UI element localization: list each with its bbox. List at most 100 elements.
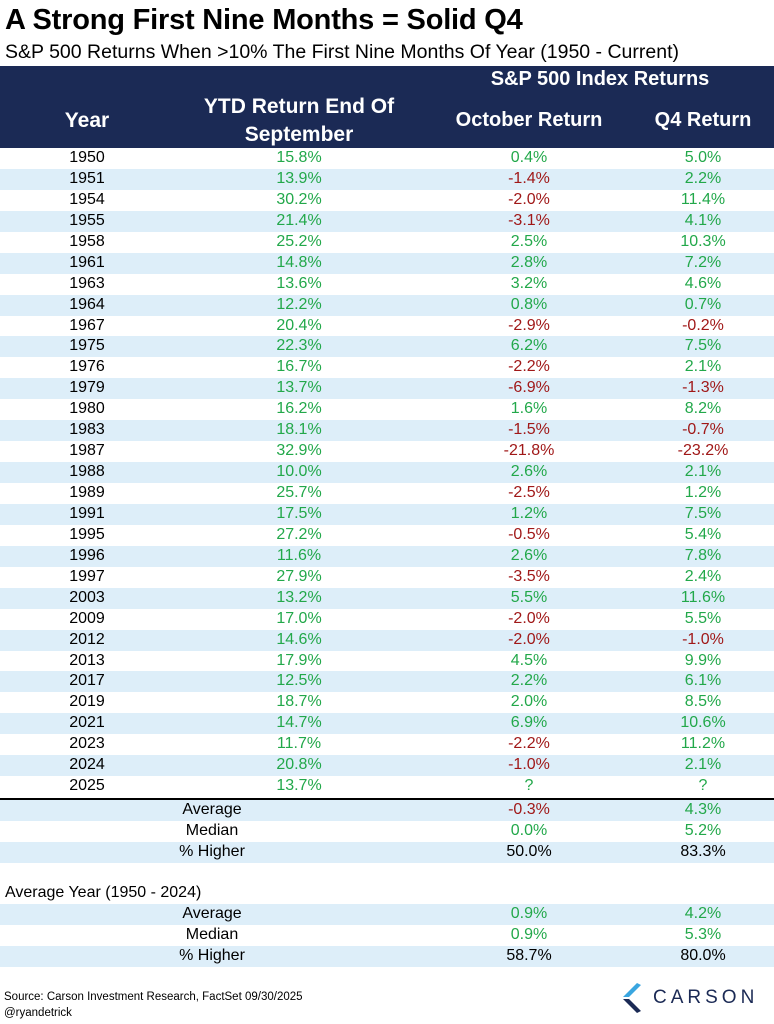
- year-cell: 1979: [69, 379, 105, 397]
- ytd-cell: 13.7%: [276, 777, 322, 795]
- q4-cell: 7.5%: [684, 337, 722, 355]
- q4-cell: 7.8%: [684, 546, 722, 564]
- october-cell: 2.6%: [510, 463, 548, 481]
- table-row: 1955 21.4% -3.1% 4.1%: [0, 210, 774, 232]
- october-cell: -1.4%: [508, 169, 550, 187]
- q4-cell: 7.2%: [684, 253, 722, 271]
- table-row: 2012 14.6% -2.0% -1.0%: [0, 629, 774, 651]
- q4-cell: 9.9%: [684, 651, 722, 669]
- q4-cell: 2.2%: [684, 169, 722, 187]
- table-row: 2023 11.7% -2.2% 11.2%: [0, 734, 774, 755]
- table-row: 1975 22.3% 6.2% 7.5%: [0, 336, 774, 358]
- q4-cell: 0.7%: [684, 295, 722, 313]
- summary-row: Average 0.9% 4.2%: [0, 904, 774, 925]
- summary-q4: 80.0%: [680, 946, 726, 964]
- ytd-cell: 32.9%: [276, 442, 322, 460]
- year-cell: 1980: [69, 400, 105, 418]
- ytd-cell: 18.7%: [276, 693, 322, 711]
- summary-october: 0.0%: [510, 821, 548, 839]
- ytd-cell: 16.7%: [276, 358, 322, 376]
- table-row: 1988 10.0% 2.6% 2.1%: [0, 462, 774, 483]
- q4-cell: 11.2%: [680, 735, 726, 753]
- october-cell: 6.9%: [510, 714, 548, 732]
- october-cell: 2.2%: [510, 672, 548, 690]
- summary-row: Average -0.3% 4.3%: [0, 800, 774, 821]
- chart-subtitle: S&P 500 Returns When >10% The First Nine…: [5, 41, 679, 63]
- table-row: 1995 27.2% -0.5% 5.4%: [0, 525, 774, 546]
- q4-cell: 2.4%: [684, 567, 722, 585]
- ytd-cell: 18.1%: [276, 421, 322, 439]
- q4-cell: 11.4%: [680, 190, 726, 208]
- summary-q4: 5.3%: [684, 925, 722, 943]
- q4-cell: 4.1%: [684, 211, 722, 229]
- ytd-cell: 11.7%: [276, 735, 322, 753]
- table-row: 1983 18.1% -1.5% -0.7%: [0, 420, 774, 442]
- table-row: 1958 25.2% 2.5% 10.3%: [0, 232, 774, 253]
- october-cell: 0.4%: [510, 149, 548, 166]
- year-cell: 1967: [69, 316, 105, 334]
- q4-cell: 5.5%: [684, 609, 722, 627]
- table-row: 1963 13.6% 3.2% 4.6%: [0, 274, 774, 295]
- year-cell: 1950: [69, 149, 105, 166]
- october-cell: -2.0%: [508, 630, 550, 648]
- table-row: 1950 15.8% 0.4% 5.0%: [0, 148, 774, 169]
- summary-october: 0.9%: [510, 925, 548, 943]
- q4-cell: ?: [698, 777, 708, 795]
- october-cell: 2.6%: [510, 546, 548, 564]
- ytd-cell: 14.8%: [276, 253, 322, 271]
- year-cell: 2012: [69, 630, 105, 648]
- q4-cell: 1.2%: [684, 484, 722, 501]
- table-row: 2009 17.0% -2.0% 5.5%: [0, 609, 774, 630]
- summary-label: Average: [182, 801, 242, 818]
- summary-q4: 83.3%: [680, 842, 726, 860]
- summary-label: % Higher: [179, 842, 245, 860]
- october-cell: -3.1%: [508, 211, 550, 229]
- table-row: 2003 13.2% 5.5% 11.6%: [0, 587, 774, 609]
- table-divider: [0, 798, 774, 800]
- ytd-cell: 25.7%: [276, 484, 322, 501]
- october-cell: -2.5%: [508, 484, 550, 501]
- q4-cell: 5.4%: [684, 525, 722, 543]
- table-row: 1996 11.6% 2.6% 7.8%: [0, 545, 774, 567]
- summary-october: -0.3%: [508, 801, 550, 818]
- author-handle: @ryandetrick: [4, 1007, 72, 1019]
- year-cell: 1988: [69, 463, 105, 481]
- year-cell: 1964: [69, 295, 105, 313]
- ytd-cell: 13.6%: [276, 274, 322, 292]
- summary-rows: Average -0.3% 4.3% Median 0.0% 5.2% % Higher 50…: [0, 800, 774, 863]
- ytd-cell: 10.0%: [276, 463, 322, 481]
- q4-cell: 2.1%: [684, 756, 722, 774]
- summary-row: Median 0.0% 5.2%: [0, 821, 774, 842]
- ytd-cell: 17.9%: [276, 651, 322, 669]
- october-cell: 1.2%: [510, 504, 548, 522]
- summary-row: % Higher 50.0% 83.3%: [0, 841, 774, 863]
- october-cell: -3.5%: [508, 567, 550, 585]
- table-row: 2024 20.8% -1.0% 2.1%: [0, 755, 774, 777]
- year-cell: 1958: [69, 232, 105, 250]
- average-year-rows: Average 0.9% 4.2% Median 0.9% 5.3% % Higher 58.…: [0, 904, 774, 967]
- ytd-cell: 13.9%: [276, 169, 322, 187]
- header-group-label: S&P 500 Index Returns: [490, 68, 710, 90]
- ytd-cell: 14.6%: [276, 630, 322, 648]
- table-row: 1991 17.5% 1.2% 7.5%: [0, 503, 774, 525]
- october-cell: 2.5%: [510, 232, 548, 250]
- ytd-cell: 12.2%: [276, 295, 322, 313]
- october-cell: -0.5%: [508, 525, 550, 543]
- ytd-cell: 22.3%: [276, 337, 322, 355]
- year-cell: 2021: [69, 714, 105, 732]
- october-cell: -6.9%: [508, 379, 550, 397]
- q4-cell: -1.0%: [682, 630, 724, 648]
- summary-row: Median 0.9% 5.3%: [0, 925, 774, 946]
- year-cell: 2009: [69, 609, 105, 627]
- year-cell: 2024: [69, 756, 105, 774]
- year-cell: 1996: [69, 546, 105, 564]
- year-cell: 1995: [69, 525, 105, 543]
- ytd-cell: 13.7%: [276, 379, 322, 397]
- summary-q4: 4.3%: [684, 801, 722, 818]
- carson-logo: CARSON: [619, 980, 769, 1016]
- year-cell: 2003: [69, 588, 105, 606]
- table-row: 2021 14.7% 6.9% 10.6%: [0, 713, 774, 735]
- year-cell: 2013: [69, 651, 105, 669]
- table-row: 2017 12.5% 2.2% 6.1%: [0, 671, 774, 693]
- table-row: 1989 25.7% -2.5% 1.2%: [0, 483, 774, 504]
